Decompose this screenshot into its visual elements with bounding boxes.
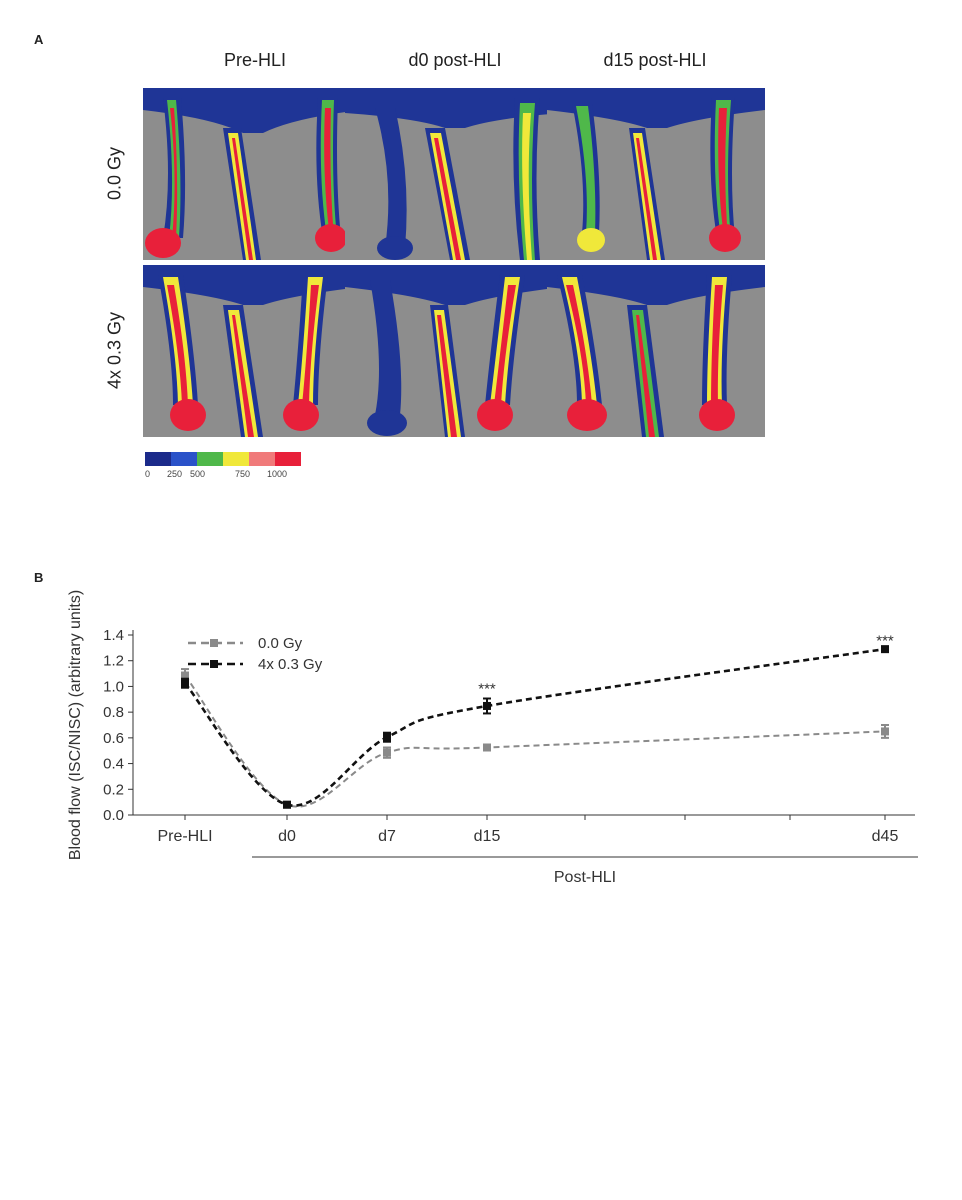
data-point: [283, 800, 291, 809]
perfusion-image-0gy-pre: [143, 88, 361, 260]
colorbar-segment: [223, 452, 249, 466]
legend-swatch-marker: [210, 639, 218, 647]
series-line-irradiated: [184, 647, 886, 807]
data-point: [181, 671, 189, 680]
y-tick-label: 0.4: [103, 756, 124, 773]
colorbar-tick: 1000: [267, 469, 288, 479]
colorbar-segment: [171, 452, 197, 466]
column-title-pre-hli: Pre-HLI: [223, 50, 286, 70]
colorbar-tick: 0: [145, 469, 151, 479]
data-point: [383, 733, 391, 742]
colorbar-segment: [197, 452, 223, 466]
perfusion-image-0gy-d15: [547, 88, 765, 260]
y-tick-label: 1.0: [103, 678, 124, 695]
legend-label: 4x 0.3 Gy: [258, 656, 323, 673]
colorbar-tick: 500: [190, 469, 206, 479]
legend-swatch-marker: [210, 660, 218, 668]
y-tick-label: 0.6: [103, 730, 124, 747]
legend-label: 0.0 Gy: [258, 635, 303, 652]
data-point: [181, 679, 189, 688]
data-point: [881, 727, 889, 736]
x-tick-label: d45: [872, 828, 899, 845]
perfusion-image-4x-pre: [143, 265, 361, 437]
data-point: [881, 645, 889, 654]
significance-marker: ***: [478, 681, 496, 698]
colorbar-segment: [145, 452, 171, 466]
data-point: [383, 748, 391, 757]
x-tick-label: d15: [474, 828, 501, 845]
panel-label-a: A: [34, 32, 44, 47]
colorbar-tick: 750: [235, 469, 251, 479]
perfusion-image-4x-d0: [345, 265, 563, 437]
y-tick-label: 1.4: [103, 627, 124, 644]
perfusion-image-4x-d15: [547, 265, 765, 437]
y-tick-label: 0.2: [103, 781, 124, 798]
panel-label-b: B: [34, 570, 44, 585]
column-title-d15: d15 post-HLI: [603, 50, 707, 70]
x-axis-label: Post-HLI: [554, 869, 616, 886]
column-title-d0: d0 post-HLI: [408, 50, 502, 70]
colorbar-segment: [275, 452, 301, 466]
y-tick-label: 0.8: [103, 704, 124, 721]
y-tick-label: 0.0: [103, 807, 124, 824]
perfusion-image-0gy-d0: [345, 88, 563, 260]
y-axis-label: Blood flow (ISC/NISC) (arbitrary units): [67, 590, 84, 860]
colorbar: [145, 452, 301, 466]
data-point: [483, 701, 491, 710]
x-tick-label: Pre-HLI: [157, 828, 212, 845]
x-tick-label: d0: [278, 828, 296, 845]
colorbar-tick-labels: 0 250 500 750 1000: [145, 469, 305, 481]
significance-marker: ***: [876, 633, 894, 650]
x-tick-label: d7: [378, 828, 396, 845]
series-line-control: [184, 674, 886, 808]
data-point: [483, 743, 491, 752]
colorbar-tick: 250: [167, 469, 183, 479]
colorbar-segment: [249, 452, 275, 466]
y-tick-label: 1.2: [103, 653, 124, 670]
